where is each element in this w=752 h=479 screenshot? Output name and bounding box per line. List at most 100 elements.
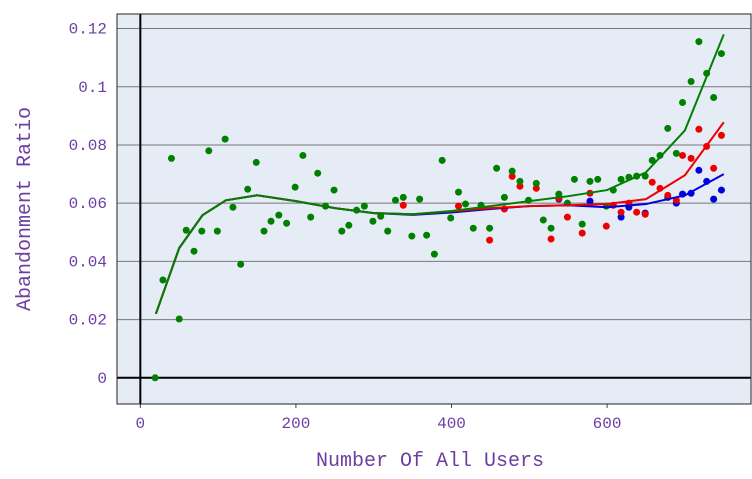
point <box>330 186 338 194</box>
point <box>252 158 260 166</box>
point <box>299 151 307 159</box>
point <box>369 217 377 225</box>
point <box>617 213 625 221</box>
point <box>244 185 252 193</box>
point <box>617 208 625 216</box>
y-tick-label: 0.12 <box>69 21 107 39</box>
plot-border <box>116 13 752 405</box>
point <box>710 94 718 102</box>
fit-line <box>154 33 725 315</box>
point <box>151 374 159 382</box>
point <box>213 227 221 235</box>
point <box>578 220 586 228</box>
point <box>416 195 424 203</box>
point <box>717 50 725 58</box>
y-tick-label: 0.1 <box>78 79 107 97</box>
y-tick-label: 0.06 <box>69 195 107 213</box>
point <box>260 227 268 235</box>
point <box>338 227 346 235</box>
point <box>508 172 516 180</box>
point <box>384 227 392 235</box>
point <box>237 260 245 268</box>
point <box>710 195 718 203</box>
point <box>532 184 540 192</box>
point <box>391 196 399 204</box>
x-tick-label: 600 <box>593 415 622 433</box>
point <box>695 38 703 46</box>
point <box>617 175 625 183</box>
point <box>679 98 687 106</box>
point <box>641 210 649 218</box>
point <box>687 154 695 162</box>
point <box>602 222 610 230</box>
point <box>423 231 431 239</box>
point <box>679 151 687 159</box>
point <box>539 216 547 224</box>
point <box>229 203 237 211</box>
point <box>516 182 524 190</box>
plot-background <box>117 14 751 404</box>
point <box>710 164 718 172</box>
point <box>717 131 725 139</box>
point <box>486 224 494 232</box>
point <box>547 224 555 232</box>
point <box>399 193 407 201</box>
point <box>190 247 198 255</box>
point <box>462 200 470 208</box>
point <box>695 166 703 174</box>
point <box>307 213 315 221</box>
x-axis-title: Number Of All Users <box>316 450 544 473</box>
point <box>672 149 680 157</box>
y-tick-label: 0 <box>97 370 107 388</box>
point <box>455 202 463 210</box>
point <box>664 124 672 132</box>
point <box>578 229 586 237</box>
point <box>314 169 322 177</box>
y-tick-label: 0.02 <box>69 312 107 330</box>
point <box>198 227 206 235</box>
point <box>267 217 275 225</box>
point <box>532 179 540 187</box>
point <box>205 147 213 155</box>
point <box>283 219 291 227</box>
point <box>586 177 594 185</box>
point <box>648 156 656 164</box>
point <box>291 183 299 191</box>
point <box>563 213 571 221</box>
point <box>547 235 555 243</box>
x-tick-label: 200 <box>282 415 311 433</box>
point <box>664 191 672 199</box>
x-tick-label: 400 <box>437 415 466 433</box>
point <box>656 151 664 159</box>
point <box>377 212 385 220</box>
point <box>687 78 695 86</box>
point <box>469 224 477 232</box>
point <box>430 250 438 258</box>
point <box>500 193 508 201</box>
y-axis-title: Abandonment Ratio <box>14 107 37 311</box>
point <box>438 156 446 164</box>
point <box>555 190 563 198</box>
point <box>275 211 283 219</box>
point <box>447 214 455 222</box>
y-tick-label: 0.08 <box>69 137 107 155</box>
point <box>159 276 167 284</box>
point <box>221 135 229 143</box>
point <box>516 177 524 185</box>
point <box>648 178 656 186</box>
point <box>717 186 725 194</box>
point <box>182 226 190 234</box>
point <box>175 315 183 323</box>
x-tick-label: 0 <box>136 415 146 433</box>
point <box>570 175 578 183</box>
point <box>408 232 416 240</box>
point <box>345 221 353 229</box>
point <box>399 201 407 209</box>
y-tick-label: 0.04 <box>69 253 107 271</box>
point <box>508 167 516 175</box>
point <box>594 175 602 183</box>
point <box>486 236 494 244</box>
point <box>695 125 703 133</box>
point <box>493 164 501 172</box>
